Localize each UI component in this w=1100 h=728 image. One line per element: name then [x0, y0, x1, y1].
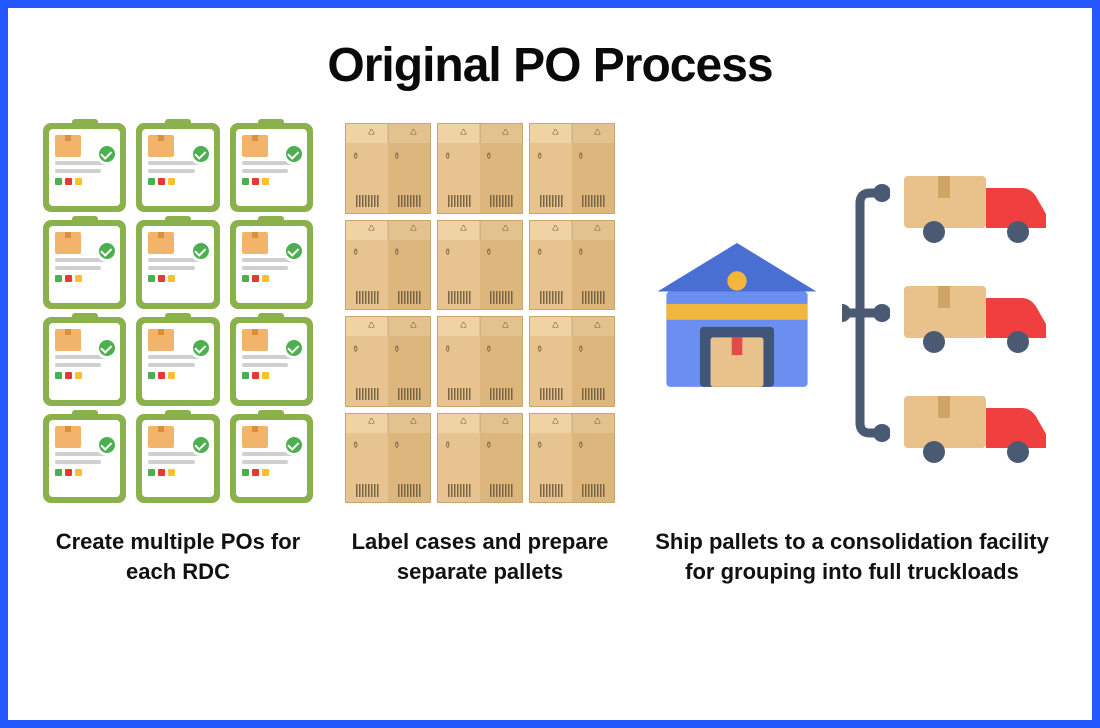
clipboard-checklist-icon [230, 414, 313, 503]
cardboard-box-icon: ♺♺ ⚱⚱ [529, 220, 615, 311]
cardboard-box-icon: ♺♺ ⚱⚱ [437, 413, 523, 504]
clipboard-checklist-icon [136, 220, 219, 309]
cardboard-box-icon: ♺♺ ⚱⚱ [345, 413, 431, 504]
warehouse-icon [647, 243, 827, 393]
cardboard-box-icon: ♺♺ ⚱⚱ [345, 220, 431, 311]
infographic-frame: Original PO Process [0, 0, 1100, 728]
cardboard-box-icon: ♺♺ ⚱⚱ [529, 123, 615, 214]
delivery-truck-icon [902, 388, 1052, 468]
box-grid: ♺♺ ⚱⚱ ♺♺ ⚱⚱ ♺♺ ⚱⚱ ♺♺ ⚱⚱ ♺♺ ⚱⚱ ♺♺ ⚱⚱ ♺♺ ⚱… [345, 123, 615, 503]
delivery-truck-icon [902, 168, 1052, 248]
clipboard-checklist-icon [136, 414, 219, 503]
bracket-connector-icon [842, 183, 890, 443]
clipboard-checklist-icon [43, 317, 126, 406]
clipboard-checklist-icon [136, 123, 219, 212]
delivery-truck-icon [902, 278, 1052, 358]
clipboard-checklist-icon [230, 123, 313, 212]
cardboard-box-icon: ♺♺ ⚱⚱ [437, 316, 523, 407]
clipboard-grid [43, 123, 313, 503]
clipboard-checklist-icon [136, 317, 219, 406]
cardboard-box-icon: ♺♺ ⚱⚱ [437, 220, 523, 311]
cardboard-box-icon: ♺♺ ⚱⚱ [345, 123, 431, 214]
clipboard-checklist-icon [230, 220, 313, 309]
cardboard-box-icon: ♺♺ ⚱⚱ [529, 316, 615, 407]
clipboard-checklist-icon [43, 123, 126, 212]
columns-row: Create multiple POs for each RDC ♺♺ ⚱⚱ ♺… [38, 123, 1062, 586]
cardboard-box-icon: ♺♺ ⚱⚱ [437, 123, 523, 214]
clipboard-checklist-icon [43, 414, 126, 503]
caption-boxes: Label cases and prepare separate pallets [340, 527, 620, 586]
clipboard-checklist-icon [230, 317, 313, 406]
caption-shipping: Ship pallets to a consolidation facility… [642, 527, 1062, 586]
clipboard-checklist-icon [43, 220, 126, 309]
trucks-column [902, 168, 1062, 468]
column-shipping: Ship pallets to a consolidation facility… [642, 123, 1062, 586]
shipping-scene [642, 123, 1062, 503]
page-title: Original PO Process [38, 38, 1062, 93]
caption-clipboards: Create multiple POs for each RDC [38, 527, 318, 586]
column-boxes: ♺♺ ⚱⚱ ♺♺ ⚱⚱ ♺♺ ⚱⚱ ♺♺ ⚱⚱ ♺♺ ⚱⚱ ♺♺ ⚱⚱ ♺♺ ⚱… [340, 123, 620, 586]
column-clipboards: Create multiple POs for each RDC [38, 123, 318, 586]
cardboard-box-icon: ♺♺ ⚱⚱ [345, 316, 431, 407]
cardboard-box-icon: ♺♺ ⚱⚱ [529, 413, 615, 504]
